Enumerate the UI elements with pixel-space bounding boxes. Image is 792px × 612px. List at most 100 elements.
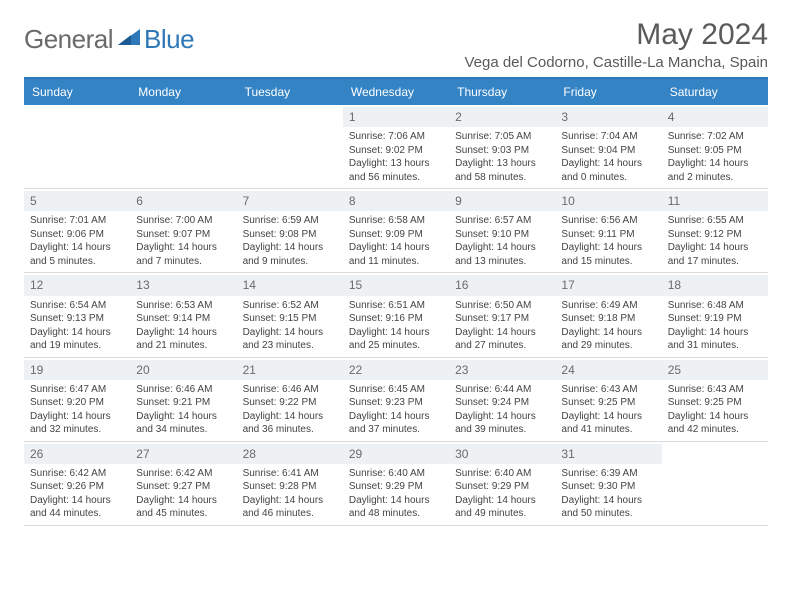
sunrise-line: Sunrise: 7:01 AM <box>30 214 124 228</box>
day-cell: 8Sunrise: 6:58 AMSunset: 9:09 PMDaylight… <box>343 189 449 272</box>
day-number: 10 <box>555 191 661 211</box>
day-cell: 29Sunrise: 6:40 AMSunset: 9:29 PMDayligh… <box>343 442 449 525</box>
weekday-header-row: Sunday Monday Tuesday Wednesday Thursday… <box>24 79 768 105</box>
day-number: 27 <box>130 444 236 464</box>
day-number: 25 <box>662 360 768 380</box>
sunset-line: Sunset: 9:03 PM <box>455 144 549 158</box>
sunrise-line: Sunrise: 6:52 AM <box>243 299 337 313</box>
day-number: 18 <box>662 275 768 295</box>
day-number: 6 <box>130 191 236 211</box>
day-number: 15 <box>343 275 449 295</box>
logo-word-1: General <box>24 24 113 55</box>
day-details: Sunrise: 6:51 AMSunset: 9:16 PMDaylight:… <box>349 299 443 353</box>
sunset-line: Sunset: 9:24 PM <box>455 396 549 410</box>
sunset-line: Sunset: 9:05 PM <box>668 144 762 158</box>
daylight-line: Daylight: 13 hours and 58 minutes. <box>455 157 549 184</box>
day-number: 31 <box>555 444 661 464</box>
day-cell: 20 Sunrise: 6:46 AMSunset: 9:21 PMDayligh… <box>130 358 236 441</box>
daylight-line: Daylight: 14 hours and 46 minutes. <box>243 494 337 521</box>
title-block: May 2024 Vega del Codorno, Castille-La M… <box>464 18 768 71</box>
sunset-line: Sunset: 9:16 PM <box>349 312 443 326</box>
sunset-line: Sunset: 9:25 PM <box>668 396 762 410</box>
day-details: Sunrise: 6:47 AMSunset: 9:20 PMDaylight:… <box>30 383 124 437</box>
day-cell: . <box>662 442 768 525</box>
day-cell: . <box>237 105 343 188</box>
daylight-line: Daylight: 14 hours and 45 minutes. <box>136 494 230 521</box>
sunset-line: Sunset: 9:25 PM <box>561 396 655 410</box>
day-number: 20 <box>130 360 236 380</box>
sunrise-line: Sunrise: 6:41 AM <box>243 467 337 481</box>
day-details: Sunrise: 6:44 AMSunset: 9:24 PMDaylight:… <box>455 383 549 437</box>
day-details: Sunrise: 6:43 AMSunset: 9:25 PMDaylight:… <box>668 383 762 437</box>
sunset-line: Sunset: 9:02 PM <box>349 144 443 158</box>
daylight-line: Daylight: 14 hours and 19 minutes. <box>30 326 124 353</box>
day-cell: 31 Sunrise: 6:39 AMSunset: 9:30 PMDayligh… <box>555 442 661 525</box>
day-number: 7 <box>237 191 343 211</box>
daylight-line: Daylight: 14 hours and 23 minutes. <box>243 326 337 353</box>
sunrise-line: Sunrise: 6:51 AM <box>349 299 443 313</box>
day-cell: 28 Sunrise: 6:41 AMSunset: 9:28 PMDayligh… <box>237 442 343 525</box>
daylight-line: Daylight: 14 hours and 25 minutes. <box>349 326 443 353</box>
sunrise-line: Sunrise: 7:04 AM <box>561 130 655 144</box>
day-number: 21 <box>237 360 343 380</box>
weekday-header: Thursday <box>449 79 555 105</box>
sunset-line: Sunset: 9:29 PM <box>455 480 549 494</box>
calendar-page: General Blue May 2024 Vega del Codorno, … <box>0 0 792 536</box>
day-details: Sunrise: 6:55 AMSunset: 9:12 PMDaylight:… <box>668 214 762 268</box>
day-cell: 1Sunrise: 7:06 AMSunset: 9:02 PMDaylight… <box>343 105 449 188</box>
day-details: Sunrise: 6:45 AMSunset: 9:23 PMDaylight:… <box>349 383 443 437</box>
sunset-line: Sunset: 9:21 PM <box>136 396 230 410</box>
day-cell: 17Sunrise: 6:49 AMSunset: 9:18 PMDayligh… <box>555 273 661 356</box>
day-details: Sunrise: 6:46 AMSunset: 9:21 PMDaylight:… <box>136 383 230 437</box>
day-details: Sunrise: 7:00 AMSunset: 9:07 PMDaylight:… <box>136 214 230 268</box>
day-details: Sunrise: 6:42 AMSunset: 9:26 PMDaylight:… <box>30 467 124 521</box>
sunrise-line: Sunrise: 6:39 AM <box>561 467 655 481</box>
day-number: 11 <box>662 191 768 211</box>
day-number: 28 <box>237 444 343 464</box>
daylight-line: Daylight: 14 hours and 32 minutes. <box>30 410 124 437</box>
day-number: 22 <box>343 360 449 380</box>
daylight-line: Daylight: 14 hours and 34 minutes. <box>136 410 230 437</box>
sunset-line: Sunset: 9:19 PM <box>668 312 762 326</box>
day-details: Sunrise: 7:01 AMSunset: 9:06 PMDaylight:… <box>30 214 124 268</box>
sunrise-line: Sunrise: 6:44 AM <box>455 383 549 397</box>
sunrise-line: Sunrise: 6:56 AM <box>561 214 655 228</box>
day-details: Sunrise: 7:04 AMSunset: 9:04 PMDaylight:… <box>561 130 655 184</box>
sunset-line: Sunset: 9:07 PM <box>136 228 230 242</box>
sunset-line: Sunset: 9:26 PM <box>30 480 124 494</box>
day-cell: 12Sunrise: 6:54 AMSunset: 9:13 PMDayligh… <box>24 273 130 356</box>
day-number: 19 <box>24 360 130 380</box>
day-number: 4 <box>662 107 768 127</box>
sunrise-line: Sunrise: 6:46 AM <box>243 383 337 397</box>
day-details: Sunrise: 6:46 AMSunset: 9:22 PMDaylight:… <box>243 383 337 437</box>
day-details: Sunrise: 6:59 AMSunset: 9:08 PMDaylight:… <box>243 214 337 268</box>
sunset-line: Sunset: 9:13 PM <box>30 312 124 326</box>
daylight-line: Daylight: 14 hours and 48 minutes. <box>349 494 443 521</box>
day-details: Sunrise: 6:57 AMSunset: 9:10 PMDaylight:… <box>455 214 549 268</box>
sunrise-line: Sunrise: 6:48 AM <box>668 299 762 313</box>
sunrise-line: Sunrise: 7:05 AM <box>455 130 549 144</box>
day-number: 23 <box>449 360 555 380</box>
day-details: Sunrise: 6:48 AMSunset: 9:19 PMDaylight:… <box>668 299 762 353</box>
sunset-line: Sunset: 9:17 PM <box>455 312 549 326</box>
day-cell: 18 Sunrise: 6:48 AMSunset: 9:19 PMDayligh… <box>662 273 768 356</box>
day-details: Sunrise: 6:40 AMSunset: 9:29 PMDaylight:… <box>349 467 443 521</box>
day-cell: 24Sunrise: 6:43 AMSunset: 9:25 PMDayligh… <box>555 358 661 441</box>
calendar-grid: Sunday Monday Tuesday Wednesday Thursday… <box>24 77 768 526</box>
sunset-line: Sunset: 9:28 PM <box>243 480 337 494</box>
day-cell: . <box>130 105 236 188</box>
sunrise-line: Sunrise: 6:59 AM <box>243 214 337 228</box>
sunset-line: Sunset: 9:30 PM <box>561 480 655 494</box>
day-cell: 21 Sunrise: 6:46 AMSunset: 9:22 PMDayligh… <box>237 358 343 441</box>
sunrise-line: Sunrise: 6:45 AM <box>349 383 443 397</box>
sunrise-line: Sunrise: 6:43 AM <box>561 383 655 397</box>
day-cell: 15 Sunrise: 6:51 AMSunset: 9:16 PMDayligh… <box>343 273 449 356</box>
week-row: ...1Sunrise: 7:06 AMSunset: 9:02 PMDayli… <box>24 105 768 189</box>
daylight-line: Daylight: 14 hours and 36 minutes. <box>243 410 337 437</box>
day-cell: 22 Sunrise: 6:45 AMSunset: 9:23 PMDayligh… <box>343 358 449 441</box>
daylight-line: Daylight: 14 hours and 50 minutes. <box>561 494 655 521</box>
daylight-line: Daylight: 14 hours and 21 minutes. <box>136 326 230 353</box>
day-number: 17 <box>555 275 661 295</box>
sunrise-line: Sunrise: 7:06 AM <box>349 130 443 144</box>
sunset-line: Sunset: 9:11 PM <box>561 228 655 242</box>
